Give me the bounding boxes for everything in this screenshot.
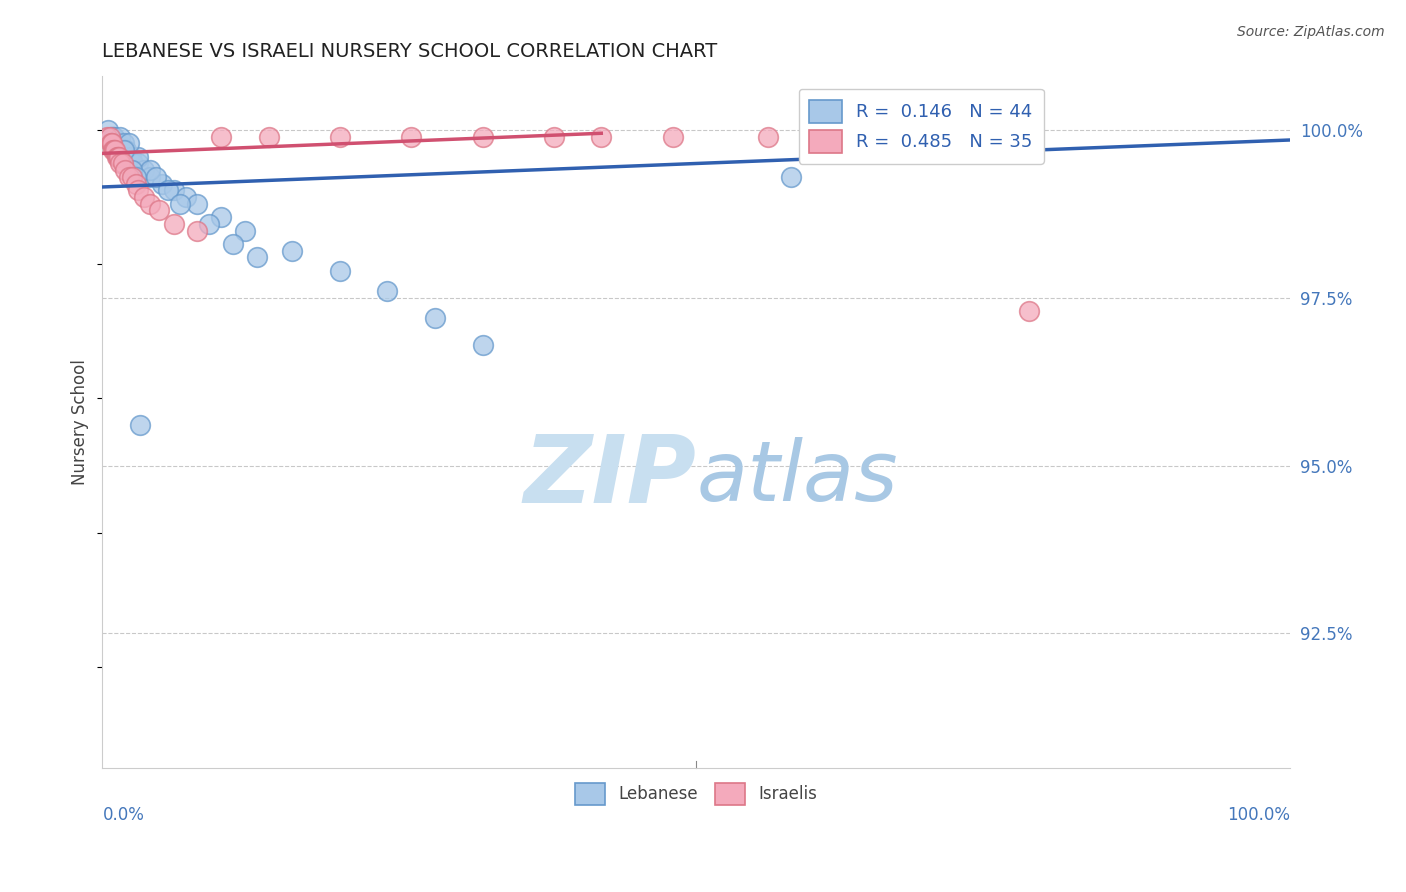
Point (246, 251, 269, 265)
Point (139, 169, 162, 184)
Point (104, 136, 127, 151)
Point (105, 150, 128, 164)
Text: ZIP: ZIP (523, 431, 696, 524)
Point (186, 224, 208, 238)
Point (148, 203, 170, 218)
Point (186, 196, 208, 211)
Point (471, 129, 494, 144)
Point (233, 224, 256, 238)
Point (125, 177, 148, 191)
Point (959, 129, 981, 144)
Point (107, 143, 129, 157)
Point (98, 129, 121, 144)
Point (108, 150, 131, 164)
Point (132, 163, 155, 178)
Point (125, 169, 148, 184)
Point (127, 156, 149, 170)
Point (377, 284, 399, 298)
Point (112, 136, 135, 151)
Point (103, 143, 125, 157)
Point (139, 196, 162, 211)
Point (110, 156, 132, 170)
Text: atlas: atlas (696, 437, 898, 517)
Point (101, 143, 124, 157)
Text: 0.0%: 0.0% (103, 805, 145, 823)
Point (110, 129, 132, 144)
Point (105, 136, 128, 151)
Point (222, 237, 245, 252)
Legend: Lebanese, Israelis: Lebanese, Israelis (568, 776, 824, 811)
Point (1018, 304, 1040, 318)
Point (115, 143, 138, 157)
Text: Source: ZipAtlas.com: Source: ZipAtlas.com (1237, 25, 1385, 39)
Point (112, 143, 135, 157)
Point (257, 129, 280, 144)
Point (174, 190, 197, 204)
Point (156, 183, 179, 197)
Point (163, 217, 186, 231)
Point (114, 163, 136, 178)
Point (127, 183, 149, 197)
Point (756, 129, 779, 144)
Point (399, 129, 422, 144)
Point (329, 264, 352, 278)
Point (121, 169, 143, 184)
Point (129, 418, 152, 433)
Point (329, 129, 352, 144)
Point (423, 310, 446, 325)
Point (209, 129, 232, 144)
Text: 100.0%: 100.0% (1227, 805, 1291, 823)
Point (661, 129, 683, 144)
Point (127, 150, 149, 164)
Point (163, 183, 186, 197)
Point (828, 129, 851, 144)
Point (121, 163, 143, 178)
Point (281, 244, 304, 258)
Point (100, 136, 122, 151)
Point (198, 217, 221, 231)
Point (117, 150, 139, 164)
Point (122, 156, 145, 170)
Point (780, 169, 803, 184)
Point (107, 150, 129, 164)
Y-axis label: Nursery School: Nursery School (72, 359, 89, 485)
Point (150, 177, 173, 191)
Point (96, 129, 118, 144)
Point (110, 143, 132, 157)
Point (117, 136, 139, 151)
Point (108, 136, 131, 151)
Point (111, 156, 134, 170)
Point (101, 136, 124, 151)
Point (471, 337, 494, 351)
Point (120, 150, 142, 164)
Point (169, 196, 191, 211)
Point (100, 129, 122, 144)
Point (145, 169, 167, 184)
Point (591, 129, 613, 144)
Point (139, 163, 162, 178)
Point (117, 169, 139, 184)
Text: LEBANESE VS ISRAELI NURSERY SCHOOL CORRELATION CHART: LEBANESE VS ISRAELI NURSERY SCHOOL CORRE… (103, 42, 717, 61)
Point (101, 129, 124, 144)
Point (104, 143, 127, 157)
Point (898, 129, 921, 144)
Point (132, 190, 155, 204)
Point (543, 129, 565, 144)
Point (103, 129, 125, 144)
Point (898, 129, 921, 144)
Point (97, 123, 120, 137)
Point (209, 210, 232, 224)
